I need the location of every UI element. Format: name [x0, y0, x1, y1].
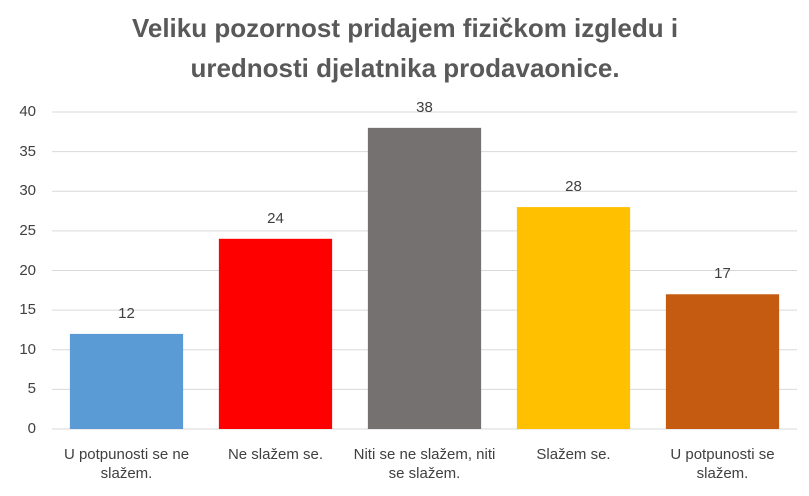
y-tick-label: 25 [19, 221, 36, 239]
x-tick-label: U potpunosti se ne slažem. [63, 446, 190, 482]
y-tick-label: 5 [27, 380, 36, 398]
bar [665, 294, 780, 429]
bar [69, 333, 184, 429]
x-tick-label: U potpunosti se slažem. [670, 446, 775, 482]
data-label: 24 [267, 209, 284, 227]
bar [367, 127, 482, 429]
y-tick-label: 0 [27, 420, 36, 437]
chart-title: Veliku pozornost pridajem fizičkom izgle… [131, 13, 679, 83]
x-tick-label: Ne slažem se. [227, 446, 324, 463]
data-label: 28 [565, 178, 582, 196]
x-tick-label: Niti se ne slažem, niti se slažem. [353, 446, 496, 482]
y-tick-label: 10 [19, 340, 36, 358]
y-tick-label: 30 [19, 182, 36, 200]
bar [218, 238, 333, 429]
data-label: 38 [416, 98, 433, 116]
bar [516, 207, 631, 429]
data-label: 17 [714, 265, 731, 283]
y-tick-label: 35 [19, 142, 36, 160]
data-label: 12 [118, 304, 135, 322]
y-tick-label: 20 [19, 261, 36, 279]
y-tick-label: 40 [19, 103, 36, 120]
x-tick-label: Slažem se. [536, 446, 611, 463]
y-tick-label: 15 [19, 301, 36, 319]
